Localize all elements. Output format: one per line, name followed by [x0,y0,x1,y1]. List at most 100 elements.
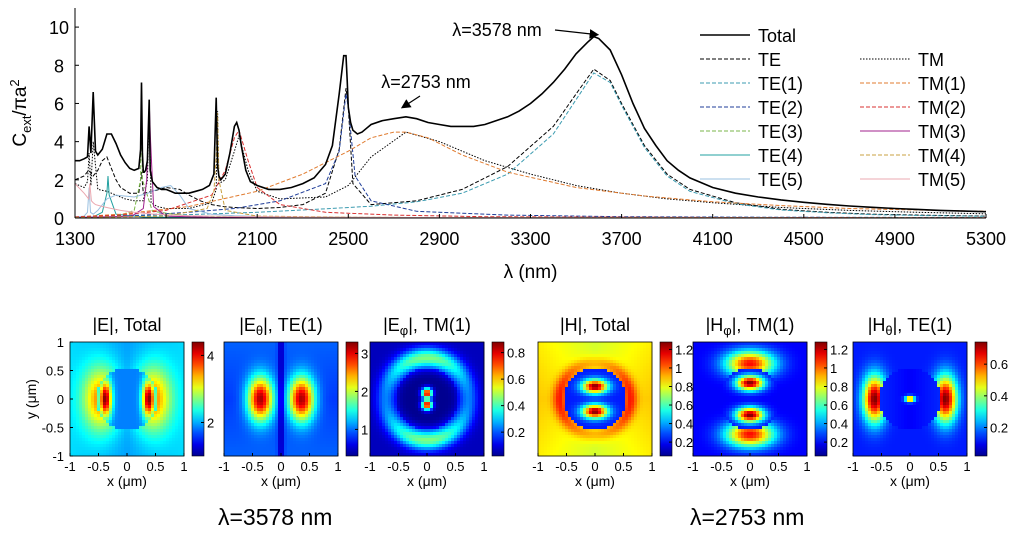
heatmap-cell [278,378,282,382]
heatmap-cell [181,348,185,352]
heatmap-cell [79,354,83,358]
heatmap-cell [136,366,140,370]
heatmap-cell [433,345,437,349]
heatmap-cell [550,390,554,394]
heatmap-cell [541,375,545,379]
heatmap-cell [287,423,291,427]
heatmap-cell [287,444,291,448]
heatmap-cell [245,378,249,382]
heatmap-cell [94,381,98,385]
heatmap-cell [424,453,428,457]
heatmap-cell [553,384,557,388]
heatmap-cell [433,354,437,358]
heatmap-cell [451,438,455,442]
heatmap-cell [79,342,83,346]
heatmap-cell [260,354,264,358]
heatmap-cell [308,366,312,370]
heatmap-cell [370,402,374,406]
heatmap-cell [154,390,158,394]
heatmap-cell [254,393,258,397]
heatmap-cell [442,402,446,406]
heatmap-cell [373,351,377,355]
heatmap-cell [454,393,458,397]
heatmap-cell [257,384,261,388]
heatmap-cell [242,378,246,382]
heatmap-cell [320,375,324,379]
heatmap-cell [88,441,92,445]
heatmap-cell [394,348,398,352]
heatmap-cell [290,372,294,376]
heatmap-cell [242,405,246,409]
heatmap-cell [320,435,324,439]
heatmap-cell [442,429,446,433]
heatmap-cell [82,387,86,391]
heatmap-cell [130,402,134,406]
heatmap-cell [103,396,107,400]
heatmap-cell [85,357,89,361]
heatmap-cell [379,435,383,439]
heatmap-cell [463,453,467,457]
heatmap-cell [370,360,374,364]
heatmap-cell [541,408,545,412]
heatmap-cell [436,351,440,355]
heatmap-cell [412,420,416,424]
heatmap-cell [266,441,270,445]
heatmap-cell [70,405,74,409]
heatmap-cell [230,453,234,457]
heatmap-cell [553,342,557,346]
heatmap-cell [88,387,92,391]
heatmap-cell [311,438,315,442]
heatmap-cell [169,381,173,385]
heatmap-cell [568,417,572,421]
heatmap-cell [151,414,155,418]
heatmap-cell [109,420,113,424]
heatmap-cell [562,444,566,448]
heatmap-cell [418,342,422,346]
heatmap-cell [394,453,398,457]
heatmap-cell [254,387,258,391]
heatmap-cell [430,369,434,373]
heatmap-cell [550,408,554,412]
heatmap-cell [163,447,167,451]
heatmap-cell [169,366,173,370]
heatmap-cell [278,447,282,451]
heatmap-cell [248,429,252,433]
heatmap-cell [550,411,554,415]
heatmap-cell [239,372,243,376]
heatmap-cell [124,423,128,427]
heatmap-cell [245,384,249,388]
heatmap-cell [239,390,243,394]
heatmap-cell [385,351,389,355]
heatmap-cell [157,423,161,427]
heatmap-cell [308,342,312,346]
heatmap-cell [91,390,95,394]
heatmap-cell [163,441,167,445]
heatmap-cell [263,402,267,406]
heatmap-cell [403,408,407,412]
heatmap-cell [332,348,336,352]
heatmap-cell [181,357,185,361]
heatmap-cell [427,411,431,415]
heatmap-cell [568,375,572,379]
heatmap-cell [299,435,303,439]
heatmap-cell [314,375,318,379]
heatmap-cell [311,363,315,367]
heatmap-cell [406,396,410,400]
heatmap-cell [91,435,95,439]
heatmap-cell [326,399,330,403]
heatmap-cell [329,348,333,352]
heatmap-cell [133,369,137,373]
heatmap-cell [538,342,542,346]
heatmap-cell [269,399,273,403]
heatmap-cell [302,420,306,424]
heatmap-cell [326,438,330,442]
heatmap-cell [296,387,300,391]
heatmap-cell [376,393,380,397]
heatmap-cell [227,363,231,367]
heatmap-cell [433,426,437,430]
heatmap-cell [169,405,173,409]
heatmap-cell [424,402,428,406]
heatmap-cell [248,414,252,418]
heatmap-cell [299,432,303,436]
heatmap-cell [73,441,77,445]
